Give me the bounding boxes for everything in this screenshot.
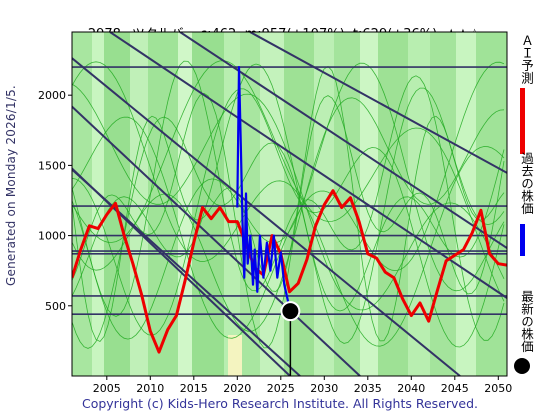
x-tick-label-2035: 2035 [354, 382, 382, 395]
x-tick-label-2030: 2030 [310, 382, 338, 395]
x-tick-label-2050: 2050 [484, 382, 512, 395]
green-line-10 [72, 83, 505, 311]
copyright-notice: Copyright (c) Kids-Hero Research Institu… [81, 396, 479, 411]
band-0 [72, 32, 92, 376]
green-lines-layer [72, 60, 505, 349]
x-axis: 2005 2010 2015 2020 2025 2030 2035 2040 2045 2050 [93, 376, 512, 395]
green-line-8 [72, 61, 505, 339]
trend-line-5 [249, 32, 507, 175]
green-line-4 [72, 63, 505, 312]
x-tick-label-2040: 2040 [397, 382, 425, 395]
green-line-0 [72, 65, 505, 343]
band-1 [92, 32, 104, 376]
plot-frame [71, 31, 508, 377]
legend-past-swatch [520, 224, 525, 256]
y-tick-label-500: 500 [45, 300, 66, 313]
legend-past: 過去の株価 [514, 152, 540, 262]
band-9 [260, 32, 284, 376]
latest-marker-layer [280, 301, 301, 376]
y-tick-label-1000: 1000 [38, 230, 66, 243]
trend-line-6 [72, 167, 291, 376]
trend-line-1 [72, 105, 361, 376]
legend-ai-label: ＡＩ予測 [519, 34, 534, 84]
band-13 [360, 32, 378, 376]
y-tick-label-2000: 2000 [38, 89, 66, 102]
x-tick-label-2010: 2010 [136, 382, 164, 395]
green-line-11 [72, 60, 505, 302]
green-line-2 [72, 60, 505, 341]
generated-date-label: Generated on Monday 2026/1/5. [4, 85, 18, 287]
band-14 [378, 32, 408, 376]
trend-line-2 [72, 56, 461, 376]
legend-latest-label: 最新の株価 [519, 290, 534, 353]
x-tick-label-2045: 2045 [441, 382, 469, 395]
legend-ai-swatch [520, 88, 525, 154]
x-tick-label-2020: 2020 [223, 382, 251, 395]
legend-latest-swatch [514, 358, 530, 374]
band-18 [476, 32, 507, 376]
legend-ai: ＡＩ予測 [514, 34, 540, 154]
y-tick-label-1500: 1500 [38, 159, 66, 172]
trend-line-4 [179, 32, 507, 250]
band-7 [224, 32, 240, 376]
series-layer [72, 66, 507, 354]
past-price-line [236, 66, 291, 311]
band-highlight [228, 335, 242, 376]
legend-latest: 最新の株価 [514, 290, 540, 380]
green-line-7 [72, 97, 505, 332]
trend-lines-layer [72, 32, 507, 376]
x-tick-label-2025: 2025 [267, 382, 295, 395]
x-tick-label-2005: 2005 [93, 382, 121, 395]
y-axis: 500 1000 1500 2000 [38, 89, 72, 313]
ai-forecast-line [72, 189, 507, 354]
x-tick-label-2015: 2015 [180, 382, 208, 395]
latest-price-marker [280, 301, 301, 322]
green-line-9 [72, 61, 505, 347]
green-line-5 [72, 88, 505, 348]
band-16 [430, 32, 456, 376]
trend-line-3 [109, 32, 507, 300]
legend-past-label: 過去の株価 [519, 152, 534, 215]
